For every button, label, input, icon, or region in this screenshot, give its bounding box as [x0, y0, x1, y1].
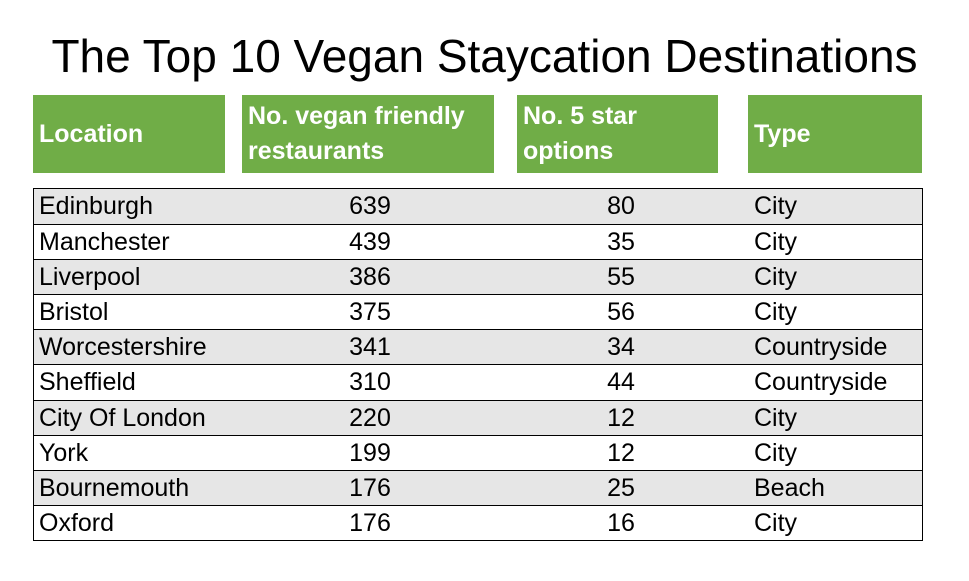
- table-row: Sheffield 310 44 Countryside: [34, 364, 922, 399]
- header-type: Type: [748, 95, 922, 173]
- cell-location: Manchester: [39, 228, 170, 257]
- cell-restaurants: 386: [349, 263, 391, 292]
- cell-location: Worcestershire: [39, 333, 207, 362]
- cell-type: City: [754, 298, 798, 327]
- cell-five-star: 12: [607, 403, 635, 432]
- cell-five-star: 44: [607, 368, 635, 397]
- cell-type: Countryside: [754, 368, 888, 397]
- cell-type: City: [754, 403, 798, 432]
- cell-five-star: 35: [607, 228, 635, 257]
- cell-restaurants: 341: [349, 333, 391, 362]
- cell-five-star: 55: [607, 263, 635, 292]
- cell-location: York: [39, 438, 89, 467]
- cell-type: City: [754, 192, 798, 220]
- cell-restaurants: 176: [349, 508, 391, 537]
- header-restaurants: No. vegan friendly restaurants: [242, 95, 494, 173]
- cell-restaurants: 176: [349, 473, 391, 502]
- table-row: York 199 12 City: [34, 434, 922, 470]
- cell-restaurants: 639: [349, 192, 391, 220]
- cell-five-star: 56: [607, 298, 635, 327]
- table-row: Bournemouth 176 25 Beach: [34, 469, 922, 505]
- header-location: Location: [33, 95, 225, 173]
- cell-location: Bournemouth: [39, 473, 190, 502]
- destinations-table: Edinburgh 639 80 City Manchester 439 35 City Liv…: [33, 188, 923, 541]
- cell-five-star: 16: [607, 508, 635, 537]
- header-five-star: No. 5 star options: [517, 95, 718, 173]
- cell-five-star: 12: [607, 438, 635, 467]
- cell-five-star: 34: [607, 333, 635, 362]
- cell-restaurants: 220: [349, 403, 391, 432]
- cell-location: Oxford: [39, 508, 115, 537]
- cell-type: Beach: [754, 473, 825, 502]
- cell-restaurants: 375: [349, 298, 391, 327]
- cell-location: Edinburgh: [39, 192, 153, 220]
- cell-location: Sheffield: [39, 368, 136, 397]
- cell-five-star: 25: [607, 473, 635, 502]
- page-title: The Top 10 Vegan Staycation Destinations: [51, 30, 918, 82]
- cell-location: Bristol: [39, 298, 109, 327]
- cell-restaurants: 199: [349, 438, 391, 467]
- table-row: Worcestershire 341 34 Countryside: [34, 329, 922, 365]
- cell-location: City Of London: [39, 403, 206, 432]
- table-row: Liverpool 386 55 City: [34, 259, 922, 295]
- cell-restaurants: 439: [349, 228, 391, 257]
- table-row: Manchester 439 35 City: [34, 224, 922, 259]
- table-row: Bristol 375 56 City: [34, 294, 922, 329]
- cell-type: City: [754, 508, 798, 537]
- cell-restaurants: 310: [349, 368, 391, 397]
- cell-type: City: [754, 228, 798, 257]
- cell-type: City: [754, 438, 798, 467]
- cell-five-star: 80: [607, 192, 635, 220]
- table-row: Oxford 176 16 City: [34, 504, 922, 540]
- table-row: Edinburgh 639 80 City: [34, 189, 922, 225]
- cell-type: City: [754, 263, 798, 292]
- cell-location: Liverpool: [39, 263, 141, 292]
- cell-type: Countryside: [754, 333, 888, 362]
- table-row: City Of London 220 12 City: [34, 399, 922, 435]
